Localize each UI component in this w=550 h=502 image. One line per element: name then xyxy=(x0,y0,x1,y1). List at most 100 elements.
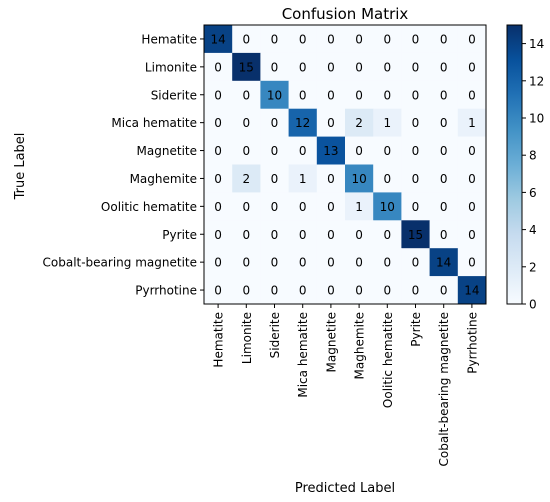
cell-value-label: 0 xyxy=(412,32,420,46)
x-tick-label: Maghemite xyxy=(353,312,367,379)
cell-value-label: 0 xyxy=(214,88,222,102)
heatmap-cell xyxy=(429,164,459,193)
cell-value-label: 0 xyxy=(214,60,222,74)
cell-value-label: 0 xyxy=(468,228,476,242)
heatmap-cell xyxy=(429,220,459,249)
cell-value-label: 0 xyxy=(271,256,279,270)
cell-value-label: 0 xyxy=(214,144,222,158)
heatmap-cell xyxy=(373,25,402,54)
heatmap-cell xyxy=(401,248,430,277)
heatmap-cell xyxy=(260,220,289,249)
cell-value-label: 0 xyxy=(271,228,279,242)
cell-value-label: 0 xyxy=(355,256,363,270)
colorbar-tick-label: 4 xyxy=(529,223,537,237)
heatmap-cell xyxy=(345,108,374,137)
heatmap-cell xyxy=(204,136,233,165)
cell-value-labels: 14 0 0 0 0 0 0 0 0 00 15 0 0 0 0 0 0 0 00 0 10 0 0 0 0 0 0 00 0 0 12 0 2… xyxy=(210,32,479,297)
heatmap-cell xyxy=(260,248,289,277)
heatmap-cell xyxy=(232,220,261,249)
x-tick-label: Siderite xyxy=(268,312,282,358)
heatmap-cell xyxy=(401,25,430,54)
heatmap-cell xyxy=(316,108,346,137)
heatmap-cell xyxy=(316,80,346,109)
heatmap-cell xyxy=(288,276,318,305)
colorbar-tick-label: 2 xyxy=(529,260,537,274)
cell-value-label: 0 xyxy=(468,88,476,102)
cell-value-label: 0 xyxy=(412,116,420,130)
x-tick-labels: Hematite Limonite Siderite Mica hematite Mag… xyxy=(212,304,479,467)
chart-title: Confusion Matrix xyxy=(282,5,409,23)
heatmap-cell xyxy=(429,108,459,137)
x-tick-label: Pyrrhotine xyxy=(465,312,479,374)
cell-value-label: 0 xyxy=(468,60,476,74)
y-tick-label: Siderite xyxy=(151,88,197,102)
heatmap-cell xyxy=(429,80,459,109)
cell-value-label: 0 xyxy=(383,172,391,186)
x-axis-label: Predicted Label xyxy=(295,481,395,496)
cell-value-label: 0 xyxy=(214,200,222,214)
cell-value-label: 0 xyxy=(327,60,335,74)
cell-value-label: 0 xyxy=(299,88,307,102)
cell-value-label: 0 xyxy=(327,172,335,186)
cell-value-label: 0 xyxy=(412,256,420,270)
heatmap-cell xyxy=(316,52,346,82)
heatmap-cell xyxy=(457,248,487,277)
y-axis-label: True Label xyxy=(13,133,28,201)
colorbar-tick-label: 0 xyxy=(529,298,537,312)
y-tick-label: Pyrite xyxy=(162,228,197,242)
heatmap-cell xyxy=(204,164,233,193)
cell-value-label: 0 xyxy=(299,284,307,298)
x-tick-label: Hematite xyxy=(212,312,226,368)
heatmap-cell xyxy=(288,108,318,137)
heatmap-cell xyxy=(260,25,289,54)
heatmap-cell xyxy=(288,192,318,221)
cell-value-label: 0 xyxy=(299,144,307,158)
heatmap-cell xyxy=(457,220,487,249)
heatmap-cell xyxy=(373,220,402,249)
heatmap-cell xyxy=(260,52,289,82)
heatmap-cell xyxy=(457,52,487,82)
cell-value-label: 0 xyxy=(355,284,363,298)
heatmap-cell xyxy=(232,136,261,165)
heatmap-cell xyxy=(345,192,374,221)
cell-value-label: 0 xyxy=(327,116,335,130)
cell-value-label: 0 xyxy=(327,284,335,298)
heatmap-cell xyxy=(232,25,261,54)
heatmap-cell xyxy=(232,164,261,193)
heatmap-cell xyxy=(401,136,430,165)
heatmap-cell xyxy=(373,164,402,193)
x-tick-label: Mica hematite xyxy=(296,312,310,398)
cell-value-label: 0 xyxy=(440,172,448,186)
cell-value-label: 0 xyxy=(271,200,279,214)
x-tick-label: Limonite xyxy=(240,312,254,364)
cell-value-label: 0 xyxy=(355,144,363,158)
cell-value-label: 0 xyxy=(327,88,335,102)
cell-value-label: 0 xyxy=(412,60,420,74)
heatmap-cell xyxy=(345,220,374,249)
heatmap-cell xyxy=(345,80,374,109)
cell-value-label: 0 xyxy=(383,256,391,270)
heatmap-cell xyxy=(345,276,374,305)
cell-value-label: 0 xyxy=(214,256,222,270)
cell-value-label: 0 xyxy=(440,32,448,46)
heatmap-cell xyxy=(401,52,430,82)
heatmap-cell xyxy=(260,192,289,221)
cell-value-label: 0 xyxy=(440,284,448,298)
heatmap-cell xyxy=(457,136,487,165)
y-tick-label: Magnetite xyxy=(137,144,197,158)
heatmap-cell xyxy=(316,164,346,193)
cell-value-label: 15 xyxy=(239,60,254,74)
heatmap-cell xyxy=(260,136,289,165)
heatmap-cell xyxy=(204,108,233,137)
cell-value-label: 0 xyxy=(214,284,222,298)
heatmap-cell xyxy=(457,108,487,137)
x-tick-label: Oolitic hematite xyxy=(381,312,395,408)
heatmap-cell xyxy=(401,108,430,137)
cell-value-label: 0 xyxy=(440,144,448,158)
cell-value-label: 0 xyxy=(271,60,279,74)
cell-value-label: 0 xyxy=(383,228,391,242)
heatmap-cell xyxy=(401,80,430,109)
cell-value-label: 0 xyxy=(299,32,307,46)
heatmap-cell xyxy=(232,108,261,137)
